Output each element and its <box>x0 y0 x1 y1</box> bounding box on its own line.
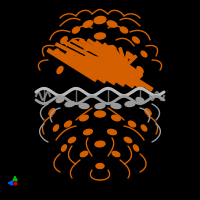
Ellipse shape <box>95 141 105 147</box>
Ellipse shape <box>95 57 106 63</box>
Ellipse shape <box>62 145 66 151</box>
Ellipse shape <box>95 111 106 117</box>
Ellipse shape <box>120 27 128 33</box>
Ellipse shape <box>57 66 63 74</box>
Ellipse shape <box>94 16 106 24</box>
Ellipse shape <box>80 61 88 67</box>
Ellipse shape <box>141 51 147 57</box>
Ellipse shape <box>112 151 120 157</box>
Polygon shape <box>94 57 144 89</box>
Ellipse shape <box>65 101 75 107</box>
Ellipse shape <box>111 103 121 109</box>
Ellipse shape <box>128 121 136 127</box>
Polygon shape <box>79 39 137 73</box>
Polygon shape <box>111 45 137 81</box>
Ellipse shape <box>64 121 72 127</box>
Polygon shape <box>55 43 121 77</box>
Ellipse shape <box>53 125 59 131</box>
Ellipse shape <box>67 53 73 59</box>
Ellipse shape <box>107 21 117 27</box>
Ellipse shape <box>108 46 116 50</box>
Ellipse shape <box>80 151 88 157</box>
Ellipse shape <box>53 49 59 55</box>
Polygon shape <box>71 39 133 73</box>
Ellipse shape <box>80 115 88 121</box>
Ellipse shape <box>61 37 67 43</box>
Polygon shape <box>66 52 116 85</box>
Ellipse shape <box>108 129 116 135</box>
Ellipse shape <box>79 103 89 109</box>
Ellipse shape <box>56 98 64 102</box>
Ellipse shape <box>133 145 139 151</box>
Polygon shape <box>87 39 141 75</box>
Polygon shape <box>75 53 125 86</box>
Ellipse shape <box>145 109 151 115</box>
Polygon shape <box>113 55 137 79</box>
Ellipse shape <box>112 61 120 67</box>
Ellipse shape <box>96 164 104 168</box>
Polygon shape <box>63 41 127 75</box>
Ellipse shape <box>124 137 132 143</box>
Ellipse shape <box>68 137 76 143</box>
Ellipse shape <box>95 103 105 109</box>
Polygon shape <box>56 50 106 83</box>
Polygon shape <box>103 58 153 91</box>
Ellipse shape <box>83 21 93 27</box>
Polygon shape <box>121 52 129 80</box>
Ellipse shape <box>133 37 139 43</box>
Ellipse shape <box>72 27 80 33</box>
Ellipse shape <box>126 53 134 59</box>
Ellipse shape <box>136 98 144 102</box>
Ellipse shape <box>141 125 147 131</box>
Ellipse shape <box>49 109 55 115</box>
Ellipse shape <box>84 46 92 50</box>
Ellipse shape <box>137 67 143 73</box>
Ellipse shape <box>84 129 92 135</box>
Polygon shape <box>95 41 143 77</box>
Polygon shape <box>119 48 131 80</box>
Ellipse shape <box>112 115 120 121</box>
Polygon shape <box>103 43 141 79</box>
Ellipse shape <box>125 101 135 107</box>
Polygon shape <box>84 55 134 88</box>
Ellipse shape <box>95 33 105 39</box>
Polygon shape <box>47 49 97 81</box>
